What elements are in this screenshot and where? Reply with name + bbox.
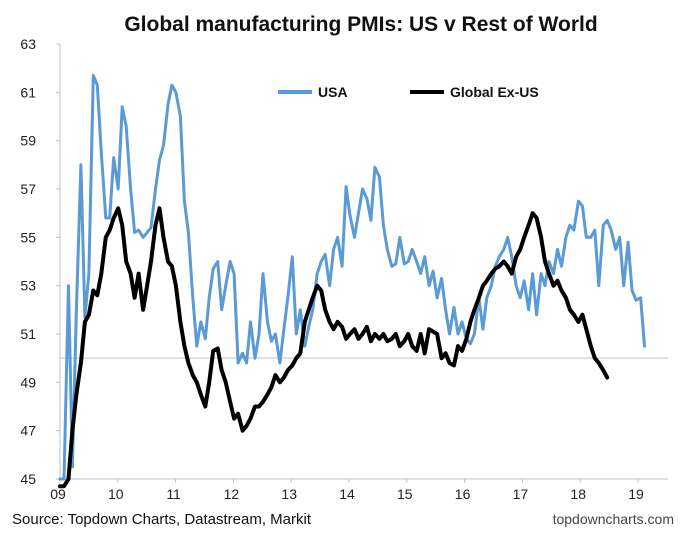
x-axis-ticks: 09 10 11 12 13 14 15 16 17 18 19	[50, 479, 644, 502]
x-tick-label: 12	[224, 486, 240, 502]
credit-label: topdowncharts.com	[553, 511, 674, 527]
y-tick-label: 61	[20, 84, 36, 100]
x-tick-label: 16	[455, 486, 471, 502]
x-tick-label: 10	[108, 486, 124, 502]
x-tick-label: 18	[570, 486, 586, 502]
x-tick-label: 15	[397, 486, 413, 502]
y-tick-label: 45	[20, 471, 36, 487]
chart-title: Global manufacturing PMIs: US v Rest of …	[124, 13, 597, 36]
series-line-global-ex-us	[58, 206, 610, 489]
y-tick-label: 55	[20, 229, 36, 245]
y-axis-ticks: 45 47 49 51 53 55 57 59 61 63	[20, 36, 60, 487]
y-tick-label: 59	[20, 133, 36, 149]
y-tick-label: 51	[20, 326, 36, 342]
legend: USA Global Ex-US	[278, 84, 539, 100]
x-tick-label: 13	[281, 486, 297, 502]
y-tick-label: 53	[20, 278, 36, 294]
legend-label-usa: USA	[318, 84, 348, 100]
y-tick-label: 57	[20, 181, 36, 197]
y-tick-label: 47	[20, 423, 36, 439]
legend-label-global-ex-us: Global Ex-US	[450, 84, 539, 100]
x-tick-label: 09	[50, 486, 66, 502]
source-note: Source: Topdown Charts, Datastream, Mark…	[12, 511, 312, 528]
x-tick-label: 19	[628, 486, 644, 502]
series-group	[58, 73, 646, 489]
x-tick-label: 14	[339, 486, 355, 502]
x-tick-label: 11	[166, 486, 181, 502]
y-tick-label: 49	[20, 374, 36, 390]
y-tick-label: 63	[20, 36, 36, 52]
x-tick-label: 17	[513, 486, 529, 502]
